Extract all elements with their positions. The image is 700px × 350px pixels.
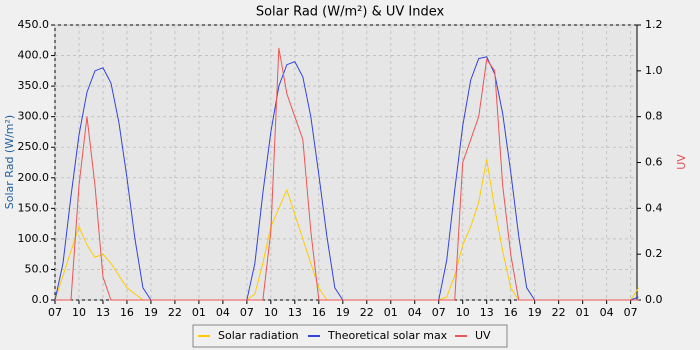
y-tick-label: 100.0 xyxy=(18,232,50,245)
x-tick-label: 07 xyxy=(432,306,446,319)
x-tick-label: 07 xyxy=(48,306,62,319)
x-tick-label: 10 xyxy=(456,306,470,319)
x-tick-label: 04 xyxy=(408,306,422,319)
y-tick-label: 300.0 xyxy=(18,110,50,123)
x-tick-label: 01 xyxy=(384,306,398,319)
x-tick-label: 01 xyxy=(192,306,206,319)
chart-title: Solar Rad (W/m²) & UV Index xyxy=(256,5,445,20)
x-tick-label: 13 xyxy=(288,306,302,319)
x-tick-label: 10 xyxy=(72,306,86,319)
x-tick-label: 10 xyxy=(264,306,278,319)
y-tick-label: 50.0 xyxy=(25,262,50,275)
legend-label: Solar radiation xyxy=(218,329,299,342)
x-tick-label: 22 xyxy=(168,306,182,319)
y2-tick-label: 0.2 xyxy=(645,247,663,260)
y-tick-label: 450.0 xyxy=(18,18,50,31)
y-tick-label: 250.0 xyxy=(18,140,50,153)
y2-tick-label: 0.0 xyxy=(645,293,663,306)
x-tick-label: 04 xyxy=(600,306,614,319)
y-tick-label: 200.0 xyxy=(18,171,50,184)
x-tick-label: 19 xyxy=(336,306,350,319)
y-tick-label: 0.0 xyxy=(32,293,50,306)
y2-tick-label: 0.4 xyxy=(645,201,663,214)
series-line xyxy=(55,47,639,301)
x-tick-label: 16 xyxy=(504,306,518,319)
x-tick-label: 07 xyxy=(624,306,638,319)
x-tick-label: 13 xyxy=(480,306,494,319)
y2-tick-label: 0.6 xyxy=(645,156,663,169)
plot-area xyxy=(54,24,638,301)
x-tick-label: 19 xyxy=(144,306,158,319)
x-tick-label: 16 xyxy=(120,306,134,319)
legend-label: Theoretical solar max xyxy=(327,329,448,342)
x-tick-label: 13 xyxy=(96,306,110,319)
x-tick-label: 22 xyxy=(360,306,374,319)
y2-tick-label: 1.2 xyxy=(645,18,663,31)
y-tick-label: 150.0 xyxy=(18,201,50,214)
y-tick-label: 400.0 xyxy=(18,49,50,62)
x-tick-label: 01 xyxy=(576,306,590,319)
x-tick-label: 19 xyxy=(528,306,542,319)
y2-tick-label: 1.0 xyxy=(645,64,663,77)
y-axis-label: Solar Rad (W/m²) xyxy=(3,115,16,209)
y-tick-label: 350.0 xyxy=(18,79,50,92)
x-tick-label: 22 xyxy=(552,306,566,319)
y2-tick-label: 0.8 xyxy=(645,110,663,123)
legend-label: UV xyxy=(475,329,491,342)
y2-axis-label: UV xyxy=(675,154,688,170)
legend-box xyxy=(192,324,508,348)
x-tick-label: 16 xyxy=(312,306,326,319)
x-tick-label: 07 xyxy=(240,306,254,319)
x-tick-label: 04 xyxy=(216,306,230,319)
